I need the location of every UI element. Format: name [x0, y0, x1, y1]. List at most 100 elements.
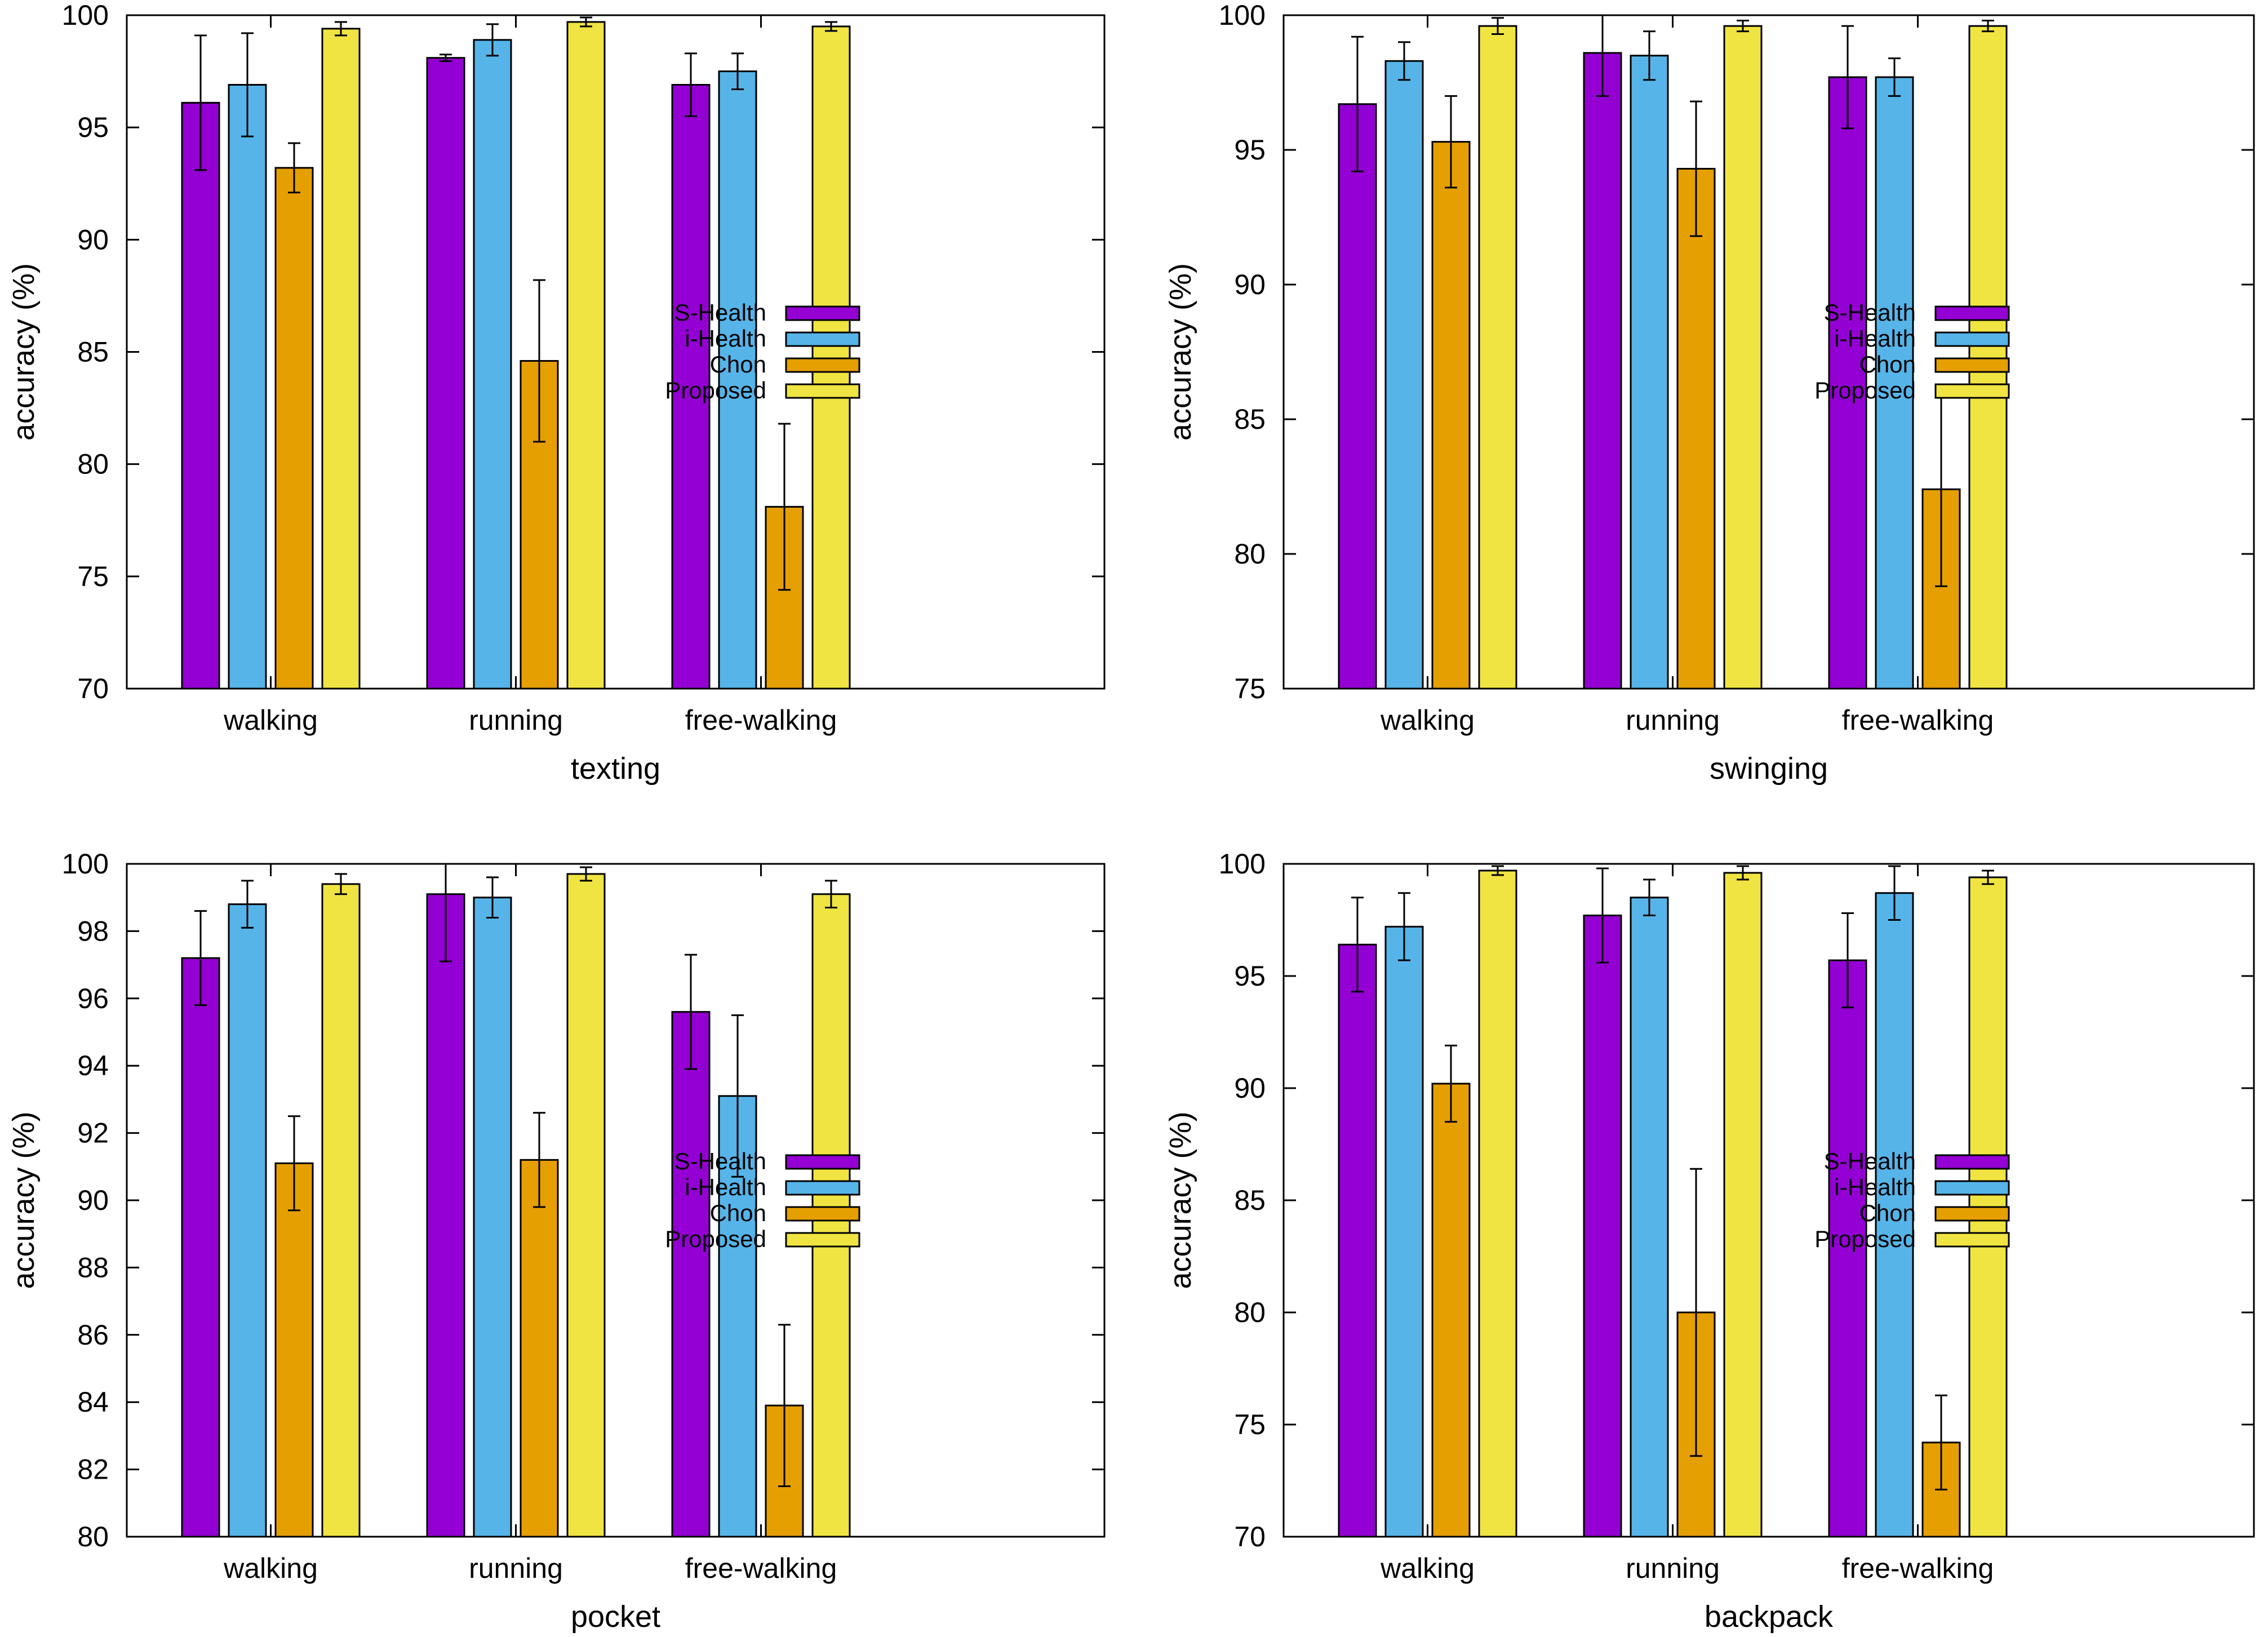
bar-s-health-walking [1338, 943, 1377, 1538]
legend-label-s-health: S-Health [674, 299, 766, 326]
plot-frame [1282, 14, 2255, 690]
legend-swatch-proposed [1934, 383, 2010, 399]
bar-proposed-running [566, 21, 606, 690]
bar-s-health-running [1583, 915, 1622, 1538]
plot-frame [126, 14, 1106, 690]
bar-chon-walking [274, 1162, 314, 1538]
bar-proposed-walking [321, 883, 361, 1538]
y-tick-label: 90 [77, 224, 109, 255]
bar-s-health-walking [181, 101, 220, 690]
legend-swatch-proposed [1934, 1232, 2010, 1248]
bar-proposed-walking [1478, 869, 1517, 1538]
legend-swatch-s-health [1934, 1154, 2010, 1170]
legend-swatch-proposed [785, 383, 860, 399]
plot-frame [126, 863, 1106, 1538]
legend-swatch-s-health [785, 1154, 860, 1170]
y-axis-title: accuracy (%) [7, 1111, 41, 1289]
bar-s-health-running [426, 57, 465, 690]
y-tick-label: 75 [1234, 1409, 1266, 1440]
bar-i-health-running [473, 39, 512, 690]
chart-texting: 70 75 80 85 90 95 100 walking running free-walkin… [7, 0, 1106, 786]
bar-proposed-walking [1478, 25, 1517, 690]
y-tick-label: 88 [77, 1252, 109, 1283]
x-tick-label: free-walking [1842, 704, 1994, 736]
y-tick-label: 82 [77, 1454, 109, 1485]
y-tick-label: 70 [1234, 1521, 1266, 1552]
bar-s-health-free-walking [671, 1011, 711, 1538]
legend-swatch-chon [785, 357, 860, 373]
y-tick-label: 75 [1234, 673, 1266, 704]
y-axis-title: accuracy (%) [1164, 1111, 1197, 1289]
bar-s-health-free-walking [1828, 76, 1867, 690]
chart-backpack: 70 75 80 85 90 95 100 walking running free-walkin… [1164, 848, 2255, 1634]
legend-label-s-health: S-Health [674, 1148, 766, 1174]
legend-label-proposed: Proposed [1814, 377, 1916, 403]
bar-i-health-running [1630, 897, 1669, 1538]
legend-label-proposed: Proposed [1814, 1226, 1916, 1252]
legend-label-i-health: i-Health [685, 325, 766, 352]
bar-chon-walking [1431, 1083, 1471, 1538]
bar-proposed-free-walking [1968, 25, 2008, 690]
bar-s-health-walking [181, 957, 220, 1538]
legend-swatch-i-health [785, 331, 860, 347]
legend-swatch-i-health [1934, 331, 2010, 347]
bar-s-health-free-walking [1828, 959, 1867, 1538]
legend-label-i-health: i-Health [1834, 1174, 1916, 1200]
y-tick-label: 95 [1234, 960, 1266, 992]
y-tick-label: 86 [77, 1319, 109, 1351]
legend-label-s-health: S-Health [1824, 299, 1916, 326]
legend-label-proposed: Proposed [665, 377, 766, 403]
bar-proposed-running [1723, 872, 1763, 1538]
x-axis-title: backpack [1705, 1600, 1834, 1634]
y-axis-title: accuracy (%) [7, 263, 41, 441]
bar-proposed-walking [321, 28, 361, 690]
y-tick-label: 100 [62, 848, 109, 880]
bar-s-health-running [1583, 52, 1622, 690]
y-tick-label: 98 [77, 915, 109, 947]
y-tick-label: 85 [1234, 403, 1266, 435]
y-tick-label: 90 [77, 1185, 109, 1216]
x-axis-title: swinging [1710, 752, 1828, 786]
x-tick-label: walking [1380, 1552, 1475, 1584]
bar-i-health-walking [228, 83, 267, 690]
bar-i-health-walking [228, 903, 267, 1538]
bar-chon-running [1676, 167, 1716, 690]
x-axis-title: pocket [571, 1600, 660, 1634]
y-tick-label: 90 [1234, 269, 1266, 300]
bar-s-health-free-walking [671, 83, 711, 690]
legend-label-chon: Chon [710, 1200, 766, 1226]
x-tick-label: running [1626, 704, 1720, 736]
x-tick-label: running [469, 1552, 563, 1584]
legend-label-proposed: Proposed [665, 1226, 766, 1252]
legend-label-s-health: S-Health [1824, 1148, 1916, 1174]
y-tick-label: 80 [1234, 1297, 1266, 1328]
legend-label-i-health: i-Health [1834, 325, 1916, 352]
x-axis-title: texting [571, 752, 660, 786]
x-tick-label: free-walking [1842, 1552, 1994, 1584]
bar-proposed-free-walking [811, 25, 851, 690]
bar-proposed-running [566, 873, 606, 1538]
bar-chon-running [520, 1159, 559, 1538]
x-tick-label: walking [223, 704, 318, 736]
y-tick-label: 100 [62, 0, 109, 31]
legend-swatch-s-health [785, 305, 860, 321]
y-tick-label: 95 [1234, 134, 1266, 166]
legend-swatch-chon [785, 1206, 860, 1222]
bar-chon-walking [1431, 141, 1471, 690]
chart-pocket: 80 82 84 86 88 90 92 94 96 98 100 walking running fre… [7, 848, 1106, 1634]
bar-i-health-free-walking [1875, 76, 1914, 690]
x-tick-label: free-walking [685, 1552, 837, 1584]
bar-s-health-walking [1338, 103, 1377, 690]
x-tick-label: walking [1380, 704, 1475, 736]
bar-i-health-running [1630, 55, 1669, 690]
legend-label-chon: Chon [1859, 351, 1916, 378]
y-tick-label: 80 [77, 1521, 109, 1552]
legend-label-chon: Chon [710, 351, 766, 378]
legend-swatch-chon [1934, 1206, 2010, 1222]
x-tick-label: walking [223, 1552, 318, 1584]
y-tick-label: 80 [1234, 538, 1266, 570]
y-tick-label: 75 [77, 561, 109, 592]
